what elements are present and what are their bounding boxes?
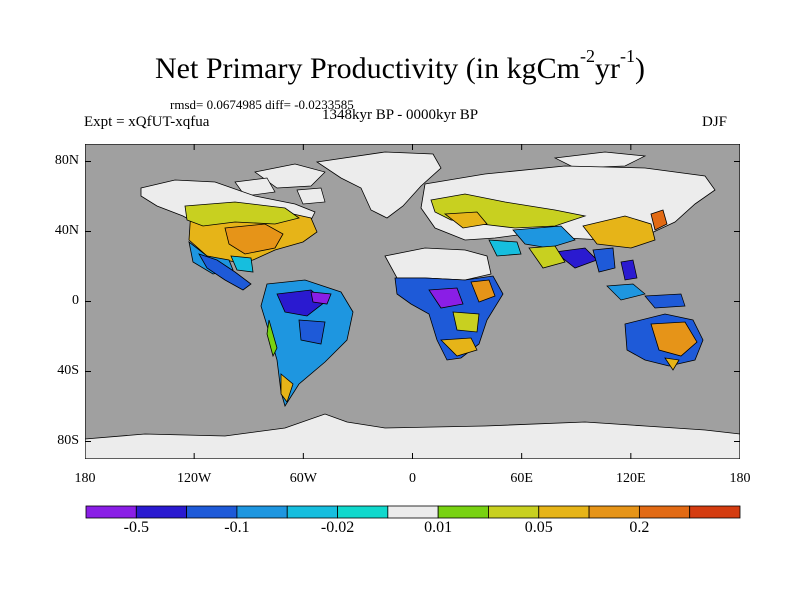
greenland — [315, 151, 442, 219]
colorbar-label: 0.2 — [629, 519, 650, 536]
colorbar-label: -0.1 — [224, 519, 250, 536]
lon-tick-label: 120E — [616, 471, 646, 486]
colorbar-swatch — [437, 505, 489, 519]
colorbar-swatch — [488, 505, 540, 519]
lat-tick-label: 40N — [54, 222, 79, 238]
antarctica — [85, 413, 740, 459]
north-america — [140, 179, 318, 291]
south-america — [260, 279, 354, 407]
colorbar-swatch — [689, 505, 741, 519]
lon-tick-label: 60W — [289, 471, 317, 486]
colorbar-swatch — [135, 505, 188, 519]
lon-tick-label: 180 — [729, 471, 751, 486]
map-plot — [85, 144, 740, 459]
lat-tick-label: 0 — [72, 292, 79, 308]
colorbar-swatch — [186, 505, 238, 519]
se-asia — [606, 259, 686, 309]
season-label: DJF — [702, 114, 728, 130]
colorbar-swatch — [638, 505, 691, 519]
lat-tick-label: 80S — [57, 432, 79, 448]
colorbar — [85, 505, 741, 519]
lon-tick-label: 0 — [409, 471, 416, 486]
lat-tick-label: 40S — [57, 362, 79, 378]
colorbar-label: -0.02 — [320, 519, 355, 536]
lat-tick-label: 80N — [54, 152, 79, 168]
colorbar-swatch — [85, 505, 137, 519]
arctic-islands — [234, 151, 647, 205]
lon-tick-label: 60E — [510, 471, 533, 486]
colorbar-swatch — [286, 505, 338, 519]
stats-line: rmsd= 0.0674985 diff= -0.0233585 — [170, 97, 354, 112]
colorbar-swatch — [387, 505, 439, 519]
lon-tick-label: 180 — [74, 471, 96, 486]
chart-title: Net Primary Productivity (in kgCm-2yr-1) — [155, 46, 645, 85]
africa — [384, 247, 504, 361]
lon-tick-marks — [85, 144, 740, 459]
lon-tick-label: 120W — [177, 471, 212, 486]
colorbar-swatch — [588, 505, 640, 519]
australia — [624, 313, 704, 371]
period-label: 1348kyr BP - 0000kyr BP — [322, 107, 479, 123]
experiment-label: Expt = xQfUT-xqfua — [84, 114, 210, 130]
colorbar-label: 0.01 — [424, 519, 453, 536]
colorbar-swatch — [236, 505, 288, 519]
colorbar-label: -0.5 — [123, 519, 149, 536]
colorbar-swatch — [337, 505, 389, 519]
lat-tick-marks — [85, 161, 740, 442]
colorbar-label: 0.05 — [524, 519, 553, 536]
colorbar-swatch — [538, 505, 590, 519]
eurasia — [420, 165, 716, 273]
